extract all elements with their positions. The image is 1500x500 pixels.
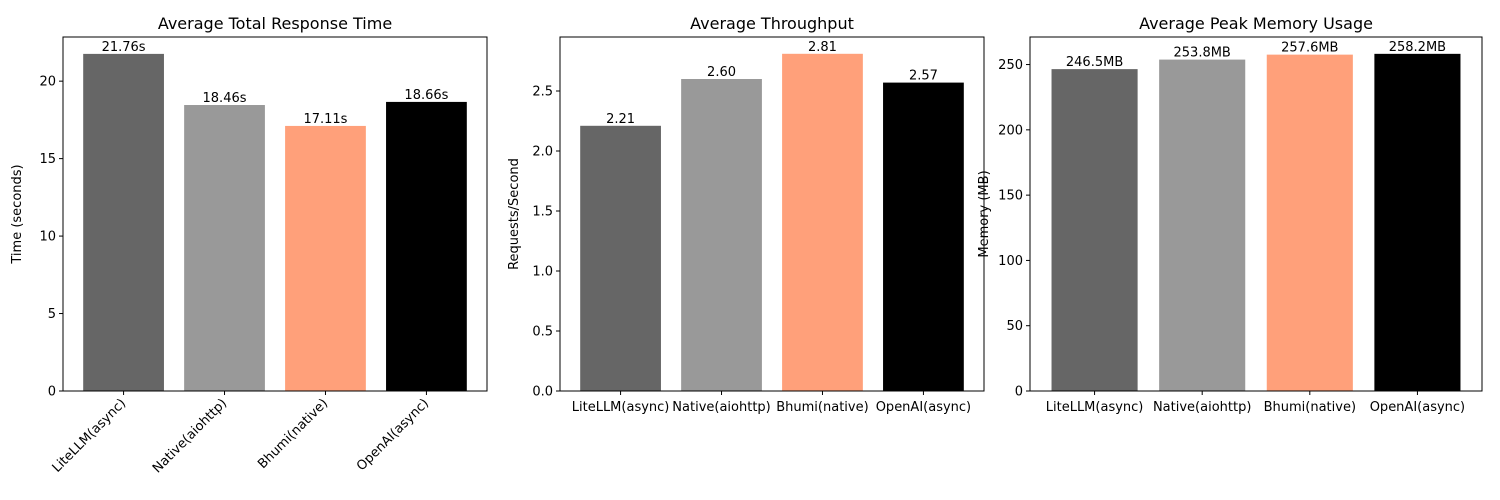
bar-Native(aiohttp): [681, 79, 762, 391]
data-label: 253.8MB: [1174, 46, 1231, 61]
y-tick-label: 10: [39, 230, 56, 245]
y-tick-label: 5: [48, 307, 56, 322]
chart-title: Average Total Response Time: [158, 14, 392, 33]
y-tick-label: 0.0: [532, 385, 553, 400]
y-tick-label: 150: [998, 189, 1023, 204]
y-tick-label: 100: [998, 254, 1023, 269]
bar-Native(aiohttp): [1159, 59, 1246, 392]
chart-panel-3: Average Peak Memory Usage Memory (MB) 246.…: [977, 14, 1483, 415]
y-axis-label: Requests/Second: [507, 158, 522, 270]
y-tick-label: 200: [998, 123, 1023, 138]
data-label: 2.60: [707, 65, 736, 80]
data-label: 21.76s: [102, 40, 146, 55]
y-tick-label: 2.0: [532, 145, 553, 160]
bar-LiteLLM(async): [1051, 69, 1138, 391]
y-tick-label: 0: [1015, 385, 1023, 400]
y-tick-label: 50: [1006, 319, 1023, 334]
y-tick-label: 250: [998, 58, 1023, 73]
x-tick-label: OpenAI(async): [876, 400, 971, 415]
bar-Native(aiohttp): [184, 105, 265, 391]
y-tick-label: 20: [39, 75, 56, 90]
data-label: 17.11s: [303, 112, 347, 127]
chart-panel-2: Average Throughput Requests/Second 2.21 2.6…: [507, 14, 985, 415]
x-tick-label: Bhumi(native): [255, 396, 331, 472]
bar-Bhumi(native): [782, 53, 863, 392]
x-tick-label: Native(aiohttp): [150, 396, 230, 476]
data-label: 2.21: [606, 112, 635, 127]
x-tick-label: Bhumi(native): [776, 400, 868, 415]
data-label: 2.57: [909, 69, 938, 84]
plot-frame: [62, 36, 488, 392]
plot-frame: [1029, 36, 1483, 392]
data-label: 246.5MB: [1066, 55, 1123, 70]
y-tick-label: 1.5: [532, 205, 553, 220]
data-label: 18.66s: [404, 88, 448, 103]
x-tick-label: Bhumi(native): [1264, 400, 1356, 415]
data-label: 258.2MB: [1389, 40, 1446, 55]
x-tick-label: Native(aiohttp): [672, 400, 770, 415]
bar-OpenAI(async): [1374, 53, 1461, 392]
y-tick-label: 0: [48, 385, 56, 400]
data-label: 257.6MB: [1281, 41, 1338, 56]
x-tick-label: LiteLLM(async): [50, 396, 130, 476]
x-tick-label: Native(aiohttp): [1153, 400, 1251, 415]
y-axis-label: Time (seconds): [10, 164, 25, 264]
chart-title: Average Throughput: [690, 14, 854, 33]
y-tick-label: 2.5: [532, 85, 553, 100]
bar-OpenAI(async): [883, 82, 964, 391]
bar-Bhumi(native): [285, 125, 366, 392]
x-tick-label: OpenAI(async): [1370, 400, 1465, 415]
y-tick-label: 0.5: [532, 325, 553, 340]
bar-OpenAI(async): [386, 101, 467, 392]
bar-LiteLLM(async): [83, 53, 164, 391]
x-tick-label: LiteLLM(async): [1046, 400, 1144, 415]
y-tick-label: 1.0: [532, 265, 553, 280]
x-tick-label: OpenAI(async): [354, 396, 432, 474]
bar-Bhumi(native): [1266, 54, 1353, 392]
data-label: 2.81: [808, 40, 837, 55]
y-tick-label: 15: [39, 152, 56, 167]
y-axis-label: Memory (MB): [977, 170, 992, 257]
data-label: 18.46s: [203, 91, 247, 106]
chart-title: Average Peak Memory Usage: [1139, 14, 1373, 33]
chart-panel-1: Average Total Response Time Time (seconds…: [10, 14, 488, 476]
bar-LiteLLM(async): [580, 125, 661, 392]
plot-frame: [559, 36, 985, 392]
x-tick-label: LiteLLM(async): [572, 400, 670, 415]
